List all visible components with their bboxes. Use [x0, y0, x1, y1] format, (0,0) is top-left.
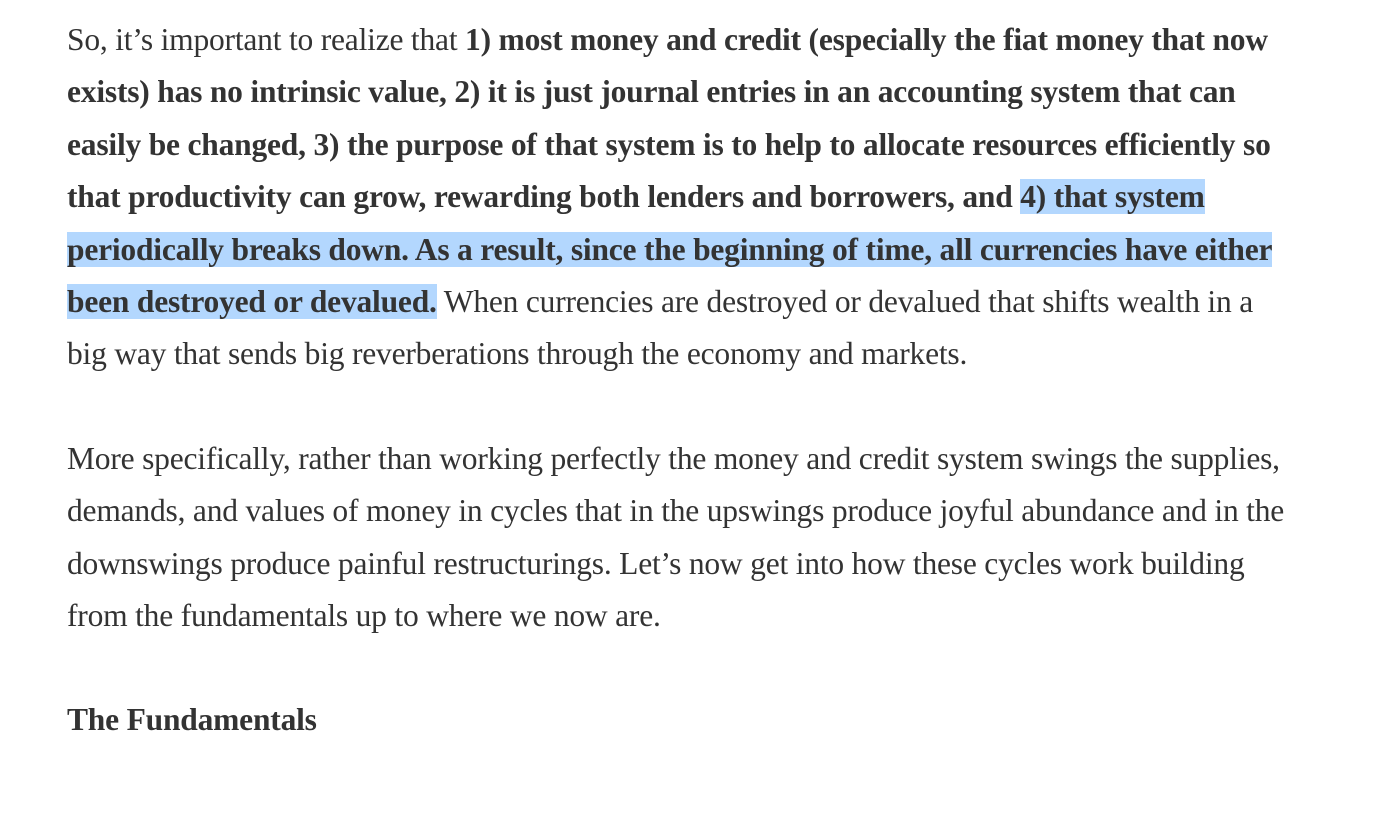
- paragraph-1-bold-text[interactable]: 1) most money and credit (especially the…: [67, 22, 1271, 215]
- paragraph-1-tail[interactable]: When currencies are destroyed or devalue…: [67, 284, 1253, 372]
- paragraph-2[interactable]: More specifically, rather than working p…: [67, 440, 1285, 634]
- article-body: So, it’s important to realize that 1) mo…: [67, 14, 1292, 747]
- section-heading: The Fundamentals: [67, 702, 317, 738]
- paragraph-1[interactable]: So, it’s important to realize that 1) mo…: [67, 14, 1292, 381]
- paragraph-1-intro[interactable]: So, it’s important to realize that: [67, 22, 466, 57]
